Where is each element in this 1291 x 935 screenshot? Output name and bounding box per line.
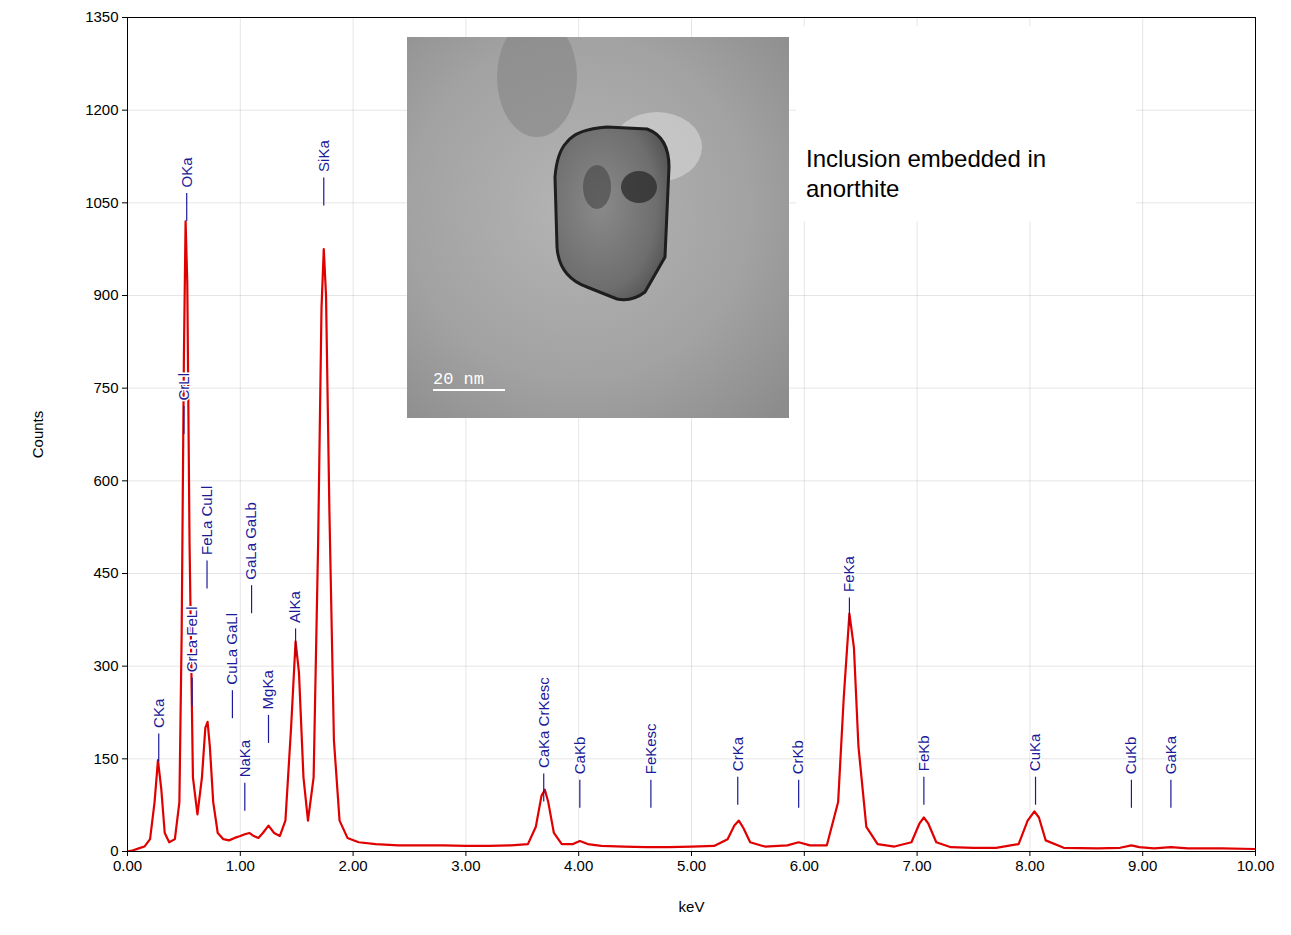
svg-text:CaKb: CaKb [571,737,588,775]
svg-text:CrKb: CrKb [789,740,806,774]
svg-text:5.00: 5.00 [677,857,706,874]
svg-text:FeKb: FeKb [915,735,932,771]
svg-text:1050: 1050 [85,194,118,211]
svg-text:GaKa: GaKa [1162,735,1179,774]
svg-text:keV: keV [679,898,705,915]
svg-text:Counts: Counts [29,411,46,459]
svg-text:MgKa: MgKa [259,670,276,710]
svg-text:CKa: CKa [150,698,167,728]
svg-text:NaKa: NaKa [236,739,253,777]
svg-text:3.00: 3.00 [451,857,480,874]
svg-text:900: 900 [93,286,118,303]
svg-text:FeKa: FeKa [840,556,857,593]
svg-text:1.00: 1.00 [226,857,255,874]
svg-text:10.00: 10.00 [1237,857,1275,874]
svg-text:0.00: 0.00 [113,857,142,874]
svg-text:20 nm: 20 nm [433,370,484,389]
svg-text:CuLa GaLl: CuLa GaLl [223,613,240,685]
svg-text:CrLl: CrLl [175,373,192,401]
svg-text:6.00: 6.00 [790,857,819,874]
svg-text:FeKesc: FeKesc [642,723,659,774]
svg-text:FeLa CuLl: FeLa CuLl [198,486,215,555]
svg-text:8.00: 8.00 [1015,857,1044,874]
svg-text:CrLa FeLl: CrLa FeLl [183,606,200,672]
svg-text:CrKa: CrKa [729,736,746,771]
svg-text:9.00: 9.00 [1128,857,1157,874]
svg-text:AlKa: AlKa [286,591,303,623]
svg-text:CuKb: CuKb [1122,737,1139,775]
svg-text:7.00: 7.00 [902,857,931,874]
svg-text:CaKa CrKesc: CaKa CrKesc [535,677,552,768]
html-text:Inclusion embedded in anorthit: Inclusion embedded in anorthite [806,145,1047,202]
svg-text:GaLa GaLb: GaLa GaLb [242,502,259,580]
svg-text:1200: 1200 [85,101,118,118]
svg-text:450: 450 [93,564,118,581]
svg-text:CuKa: CuKa [1026,733,1043,771]
svg-text:300: 300 [93,657,118,674]
svg-text:0: 0 [110,842,119,860]
svg-text:750: 750 [93,379,118,396]
svg-text:600: 600 [93,472,118,489]
svg-text:4.00: 4.00 [564,857,593,874]
svg-text:OKa: OKa [178,157,195,188]
svg-text:SiKa: SiKa [315,140,332,172]
svg-text:150: 150 [93,750,118,767]
svg-text:2.00: 2.00 [338,857,367,874]
svg-text:1350: 1350 [85,8,118,25]
